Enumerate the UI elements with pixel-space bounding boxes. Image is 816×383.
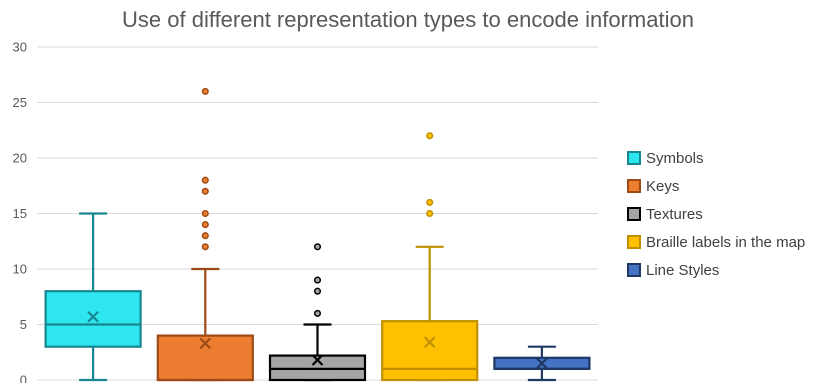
outlier-point bbox=[426, 132, 434, 140]
outlier-point bbox=[426, 198, 434, 206]
legend-item: Keys bbox=[627, 178, 679, 195]
mean-marker bbox=[536, 357, 548, 370]
box-group bbox=[493, 345, 591, 382]
mean-stroke bbox=[536, 357, 548, 370]
legend: Symbols Keys Textures Braille labels in the… bbox=[627, 150, 805, 279]
y-tick-label: 20 bbox=[13, 151, 27, 166]
y-tick-label: 30 bbox=[13, 40, 27, 55]
legend-label: Keys bbox=[646, 178, 679, 195]
outlier-point bbox=[201, 232, 209, 240]
mean-stroke bbox=[199, 337, 212, 350]
y-tick-label: 0 bbox=[20, 373, 27, 383]
mean-marker bbox=[311, 354, 324, 366]
outlier-point bbox=[201, 187, 209, 195]
mean-marker bbox=[87, 310, 99, 323]
legend-swatch bbox=[627, 207, 641, 221]
iqr-box bbox=[381, 320, 479, 382]
y-tick-label: 10 bbox=[13, 262, 27, 277]
mean-stroke bbox=[311, 354, 324, 366]
legend-item: Textures bbox=[627, 206, 703, 223]
mean-marker bbox=[423, 336, 436, 349]
y-tick-label: 5 bbox=[20, 317, 27, 332]
legend-swatch bbox=[627, 151, 641, 165]
outlier-point bbox=[313, 243, 322, 251]
box-group bbox=[156, 87, 254, 382]
boxes bbox=[44, 87, 591, 382]
outlier-point bbox=[313, 309, 322, 317]
outlier-point bbox=[313, 287, 322, 295]
outlier-point bbox=[201, 221, 209, 229]
legend-item: Symbols bbox=[627, 150, 704, 167]
outlier-point bbox=[201, 176, 209, 184]
legend-label: Textures bbox=[646, 206, 703, 223]
y-tick-label: 25 bbox=[13, 95, 27, 110]
outlier-point bbox=[201, 87, 209, 95]
legend-label: Braille labels in the map bbox=[646, 234, 805, 251]
legend-item: Braille labels in the map bbox=[627, 234, 805, 251]
mean-stroke bbox=[423, 336, 436, 349]
legend-swatch bbox=[627, 179, 641, 193]
iqr-box bbox=[44, 290, 142, 348]
legend-label: Symbols bbox=[646, 150, 704, 167]
box-group bbox=[381, 132, 479, 382]
outlier-point bbox=[201, 209, 209, 218]
legend-item: Line Styles bbox=[627, 262, 719, 279]
legend-label: Line Styles bbox=[646, 262, 719, 279]
box-group bbox=[44, 212, 142, 382]
mean-stroke bbox=[87, 310, 99, 323]
legend-swatch bbox=[627, 235, 641, 249]
y-tick-label: 15 bbox=[13, 206, 27, 221]
y-axis: 0 5 10 15 20 25 30 bbox=[13, 40, 27, 383]
box-group bbox=[268, 243, 367, 382]
mean-marker bbox=[199, 337, 212, 350]
legend-swatch bbox=[627, 263, 641, 277]
outlier-point bbox=[426, 209, 434, 218]
chart-title: Use of different representation types to… bbox=[122, 7, 694, 32]
outlier-point bbox=[313, 276, 322, 284]
outlier-point bbox=[201, 243, 209, 251]
